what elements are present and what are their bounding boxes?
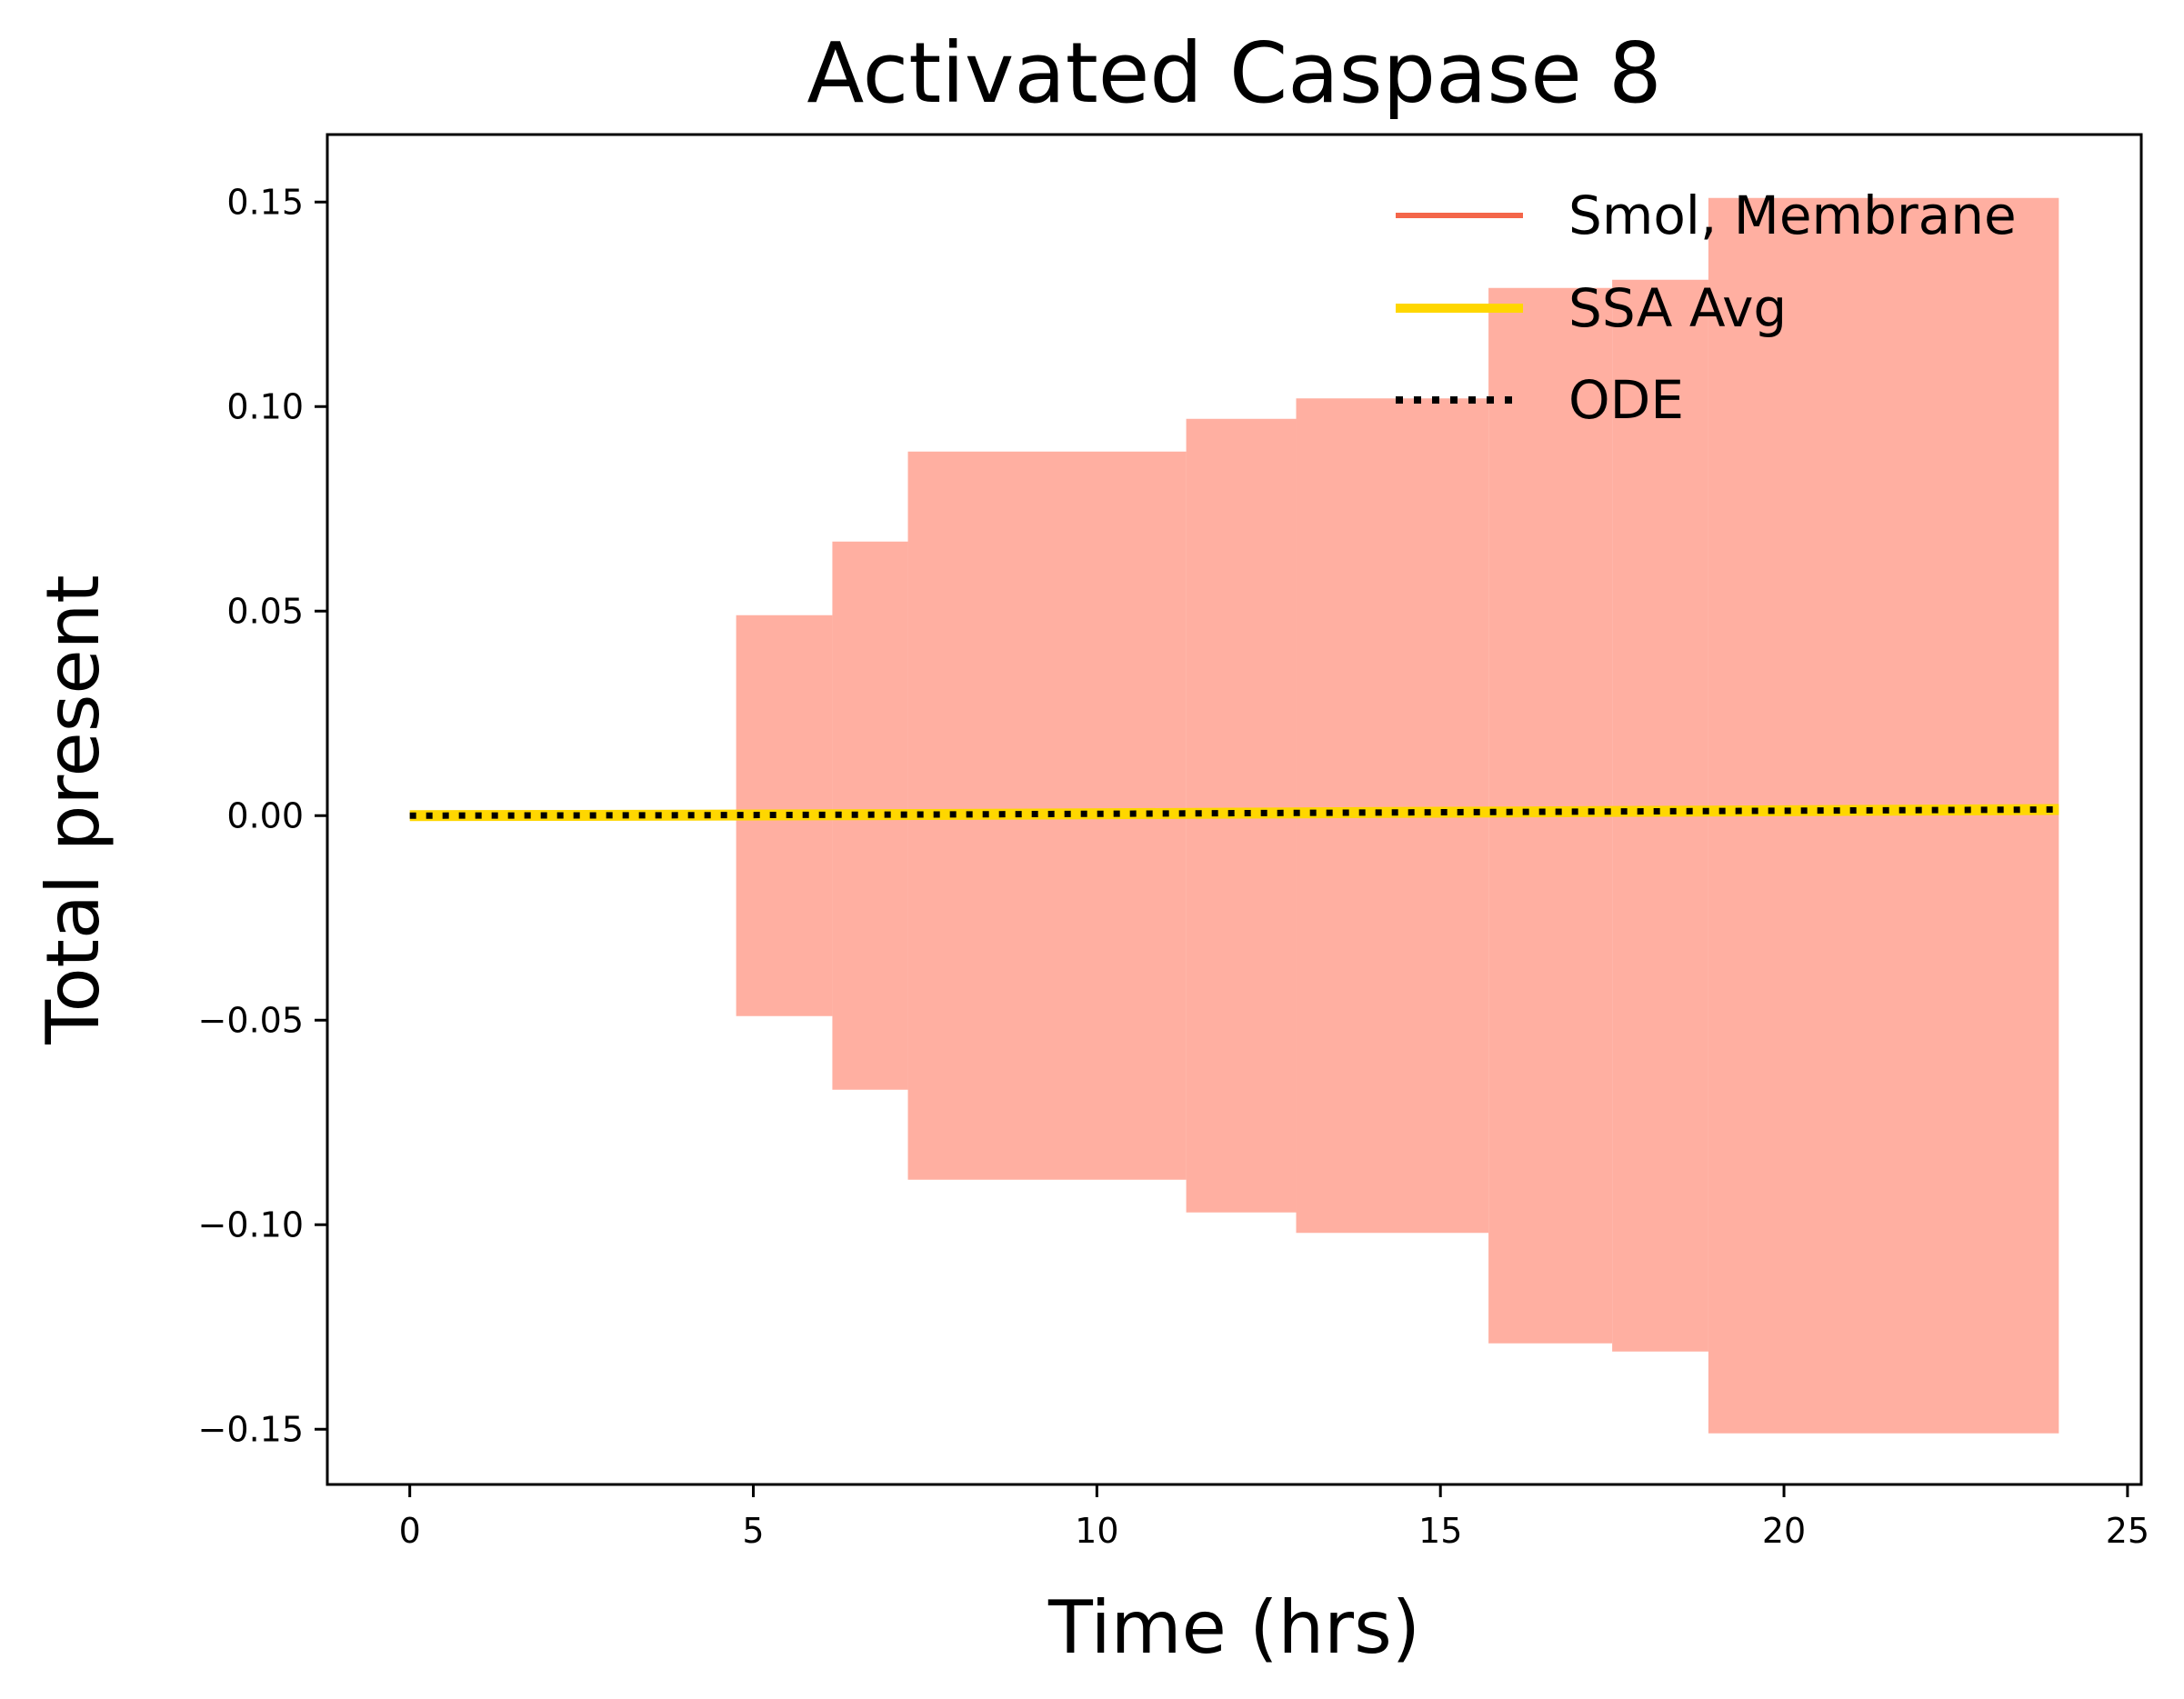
x-axis-label: Time (hrs) — [1047, 1585, 1420, 1670]
plot-frame — [326, 133, 2143, 1486]
tick-layer: 0 5 10 15 20 25 −0.15 −0.10 −0.05 0.00 0.05 0.10 0.1… — [198, 182, 2150, 1551]
line-layer — [409, 804, 2059, 822]
y-tick-label: 0.15 — [226, 182, 304, 222]
x-tick-label: 5 — [742, 1511, 764, 1551]
y-tick-label: −0.10 — [198, 1204, 304, 1244]
ode-line — [409, 806, 2059, 819]
legend: Smol, Membrane SSA Avg ODE — [1396, 185, 2017, 431]
x-tick-label: 25 — [2106, 1511, 2149, 1551]
x-tick-label: 10 — [1075, 1511, 1118, 1551]
y-tick-label: −0.15 — [198, 1409, 304, 1449]
legend-label: SSA Avg — [1568, 277, 1787, 339]
y-tick-label: 0.00 — [226, 795, 304, 835]
chart-title: Activated Caspase 8 — [806, 25, 1661, 122]
legend-label: Smol, Membrane — [1568, 185, 2017, 246]
x-tick-label: 20 — [1762, 1511, 1806, 1551]
y-tick-label: −0.05 — [198, 1000, 304, 1040]
legend-label: ODE — [1568, 369, 1684, 431]
y-tick-label: 0.10 — [226, 386, 304, 426]
y-axis-label: Total present — [31, 575, 115, 1044]
x-tick-label: 15 — [1418, 1511, 1462, 1551]
x-tick-label: 0 — [399, 1511, 421, 1551]
y-tick-label: 0.05 — [226, 591, 304, 631]
